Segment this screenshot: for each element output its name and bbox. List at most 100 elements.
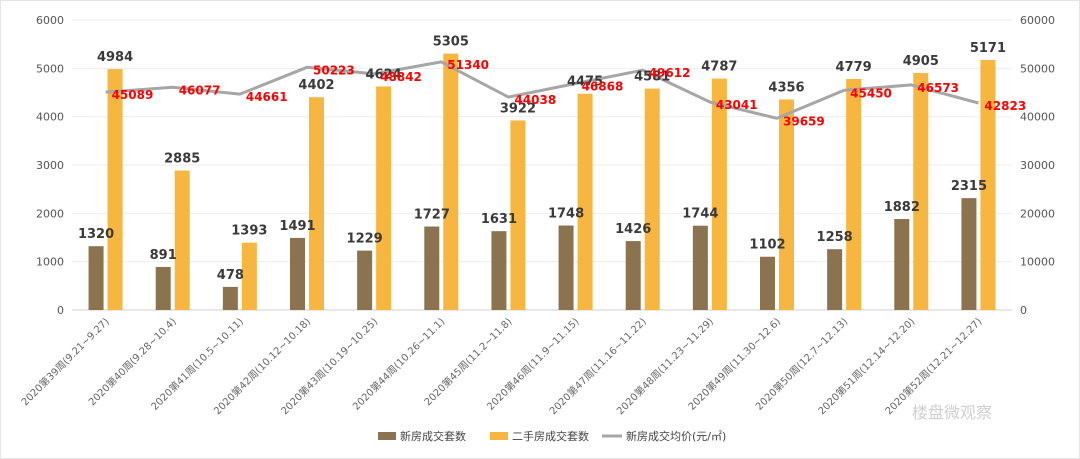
y-left-tick-label: 5000: [36, 62, 64, 75]
bar-second-hand-label: 4905: [903, 54, 939, 69]
bar-new-house: [155, 266, 171, 310]
avg-price-label: 45089: [112, 88, 154, 102]
bar-second-hand: [174, 170, 190, 310]
avg-price-label: 51340: [447, 58, 489, 72]
avg-price-line-path: [105, 60, 979, 120]
avg-price-label: 48842: [380, 70, 422, 84]
bar-new-house: [760, 256, 775, 310]
series-new-house-bars: [88, 198, 977, 310]
y-left-tick-label: 6000: [36, 14, 64, 27]
bar-new-house-label: 1426: [615, 222, 651, 237]
avg-price-label: 43041: [716, 98, 758, 112]
watermark-line2: 头条 @楼盘微观察: [838, 421, 1006, 445]
legend-swatch-new-house: [378, 432, 396, 440]
bar-second-hand-label: 4402: [298, 78, 334, 93]
bar-second-hand-label: 4581: [634, 70, 670, 85]
legend-swatch-second-hand: [490, 432, 508, 440]
bar-second-hand-label: 4475: [567, 75, 603, 90]
y-right-tick-label: 20000: [1020, 207, 1055, 220]
bar-second-hand-label: 5171: [970, 41, 1006, 56]
y-right-tick-label: 10000: [1020, 256, 1055, 269]
bar-second-hand-label: 3922: [500, 101, 536, 116]
y-left-tick-label: 1000: [36, 256, 64, 269]
bar-second-hand: [241, 242, 257, 310]
bar-new-house: [894, 219, 910, 310]
y-left-tick-label: 3000: [36, 159, 64, 172]
series-avg-price-line: [105, 60, 979, 120]
bar-second-hand-label: 4787: [701, 60, 737, 75]
bar-new-house-label: 1631: [481, 212, 517, 227]
y-right-tick-label: 40000: [1020, 111, 1055, 124]
bar-new-house-label: 1748: [548, 207, 584, 222]
bar-second-hand: [913, 72, 929, 310]
bar-second-hand: [577, 93, 593, 310]
bar-new-house: [961, 198, 977, 310]
y-left-tick-label: 0: [57, 304, 64, 317]
y-right-tick-label: 0: [1020, 304, 1027, 317]
bar-new-house-label: 1727: [414, 208, 450, 223]
bar-new-house-label: 1102: [749, 238, 785, 253]
bar-second-hand-label: 2885: [164, 152, 200, 167]
bar-second-hand-label: 5305: [433, 35, 469, 50]
bar-new-house: [424, 226, 440, 310]
bar-second-hand: [107, 69, 123, 311]
bar-second-hand-label: 4624: [366, 68, 402, 83]
avg-price-label: 39659: [783, 114, 825, 128]
watermark-line1: 楼盘微观察: [912, 403, 992, 422]
avg-price-label: 44661: [246, 90, 288, 104]
y-left-tick-label: 2000: [36, 207, 64, 220]
line-data-labels: 45089 46077 44661 50223 48842 51340 44038 46868…: [112, 58, 1027, 128]
bar-second-hand-label: 4984: [97, 50, 133, 65]
bar-second-hand: [980, 60, 996, 311]
bar-second-hand-label: 4779: [836, 60, 872, 75]
bar-new-house-label: 891: [150, 248, 177, 263]
bar-second-hand: [309, 97, 324, 310]
legend-label-second-hand: 二手房成交套数: [512, 429, 589, 443]
bar-new-house-label: 478: [217, 268, 244, 283]
y-right-tick-label: 30000: [1020, 159, 1055, 172]
y-left-tick-label: 4000: [36, 111, 64, 124]
bar-second-hand: [376, 86, 392, 310]
bar-second-hand: [510, 120, 526, 310]
watermark: 楼盘微观察 头条 @楼盘微观察: [838, 403, 1006, 445]
y-axis-right: 0 10000 20000 30000 40000 50000 60000: [1020, 14, 1055, 317]
bar-new-house-label: 1882: [884, 200, 920, 215]
avg-price-label: 46077: [179, 83, 221, 97]
bar-new-house: [357, 250, 373, 310]
avg-price-label: 46573: [917, 81, 959, 95]
bar-new-house-label: 1258: [817, 230, 853, 245]
avg-price-label: 45450: [850, 86, 892, 100]
bar-new-house: [558, 225, 574, 310]
avg-price-label: 44038: [514, 93, 556, 107]
avg-price-label: 50223: [313, 63, 355, 77]
avg-price-label: 46868: [582, 79, 624, 93]
avg-price-label: 49612: [649, 66, 691, 80]
bar-new-house: [827, 249, 843, 310]
legend-label-new-house: 新房成交套数: [400, 429, 466, 443]
bar-second-hand: [846, 79, 862, 310]
bar-new-house: [290, 237, 305, 310]
bar-new-house: [222, 286, 238, 310]
bar-second-hand: [443, 53, 459, 310]
y-right-tick-label: 60000: [1020, 14, 1055, 27]
bar-new-house-label: 1744: [682, 207, 718, 222]
bar-second-hand-label: 1393: [231, 224, 267, 239]
y-axis-left: 0 1000 2000 3000 4000 5000 6000: [36, 14, 64, 317]
y-right-tick-label: 50000: [1020, 62, 1055, 75]
bar-second-hand: [779, 99, 794, 311]
bar-new-house-label: 1229: [347, 232, 383, 247]
series-second-hand-bars: [107, 53, 996, 311]
bar-new-house-label: 1491: [279, 219, 315, 234]
bar-second-hand: [644, 88, 660, 311]
bar-data-labels: 1320 4984 891 2885 478 1393 1491 4402 1229 4624 17…: [78, 35, 1006, 283]
bar-new-house: [491, 231, 507, 310]
bar-new-house: [88, 246, 104, 310]
bar-new-house-label: 1320: [78, 227, 114, 242]
legend: 新房成交套数 二手房成交套数 新房成交均价(元/㎡): [378, 429, 726, 443]
bar-new-house-label: 2315: [951, 179, 987, 194]
bar-new-house: [692, 225, 708, 310]
legend-label-avg-price: 新房成交均价(元/㎡): [626, 429, 726, 443]
bar-new-house: [625, 241, 641, 310]
bar-second-hand-label: 4356: [768, 80, 804, 95]
